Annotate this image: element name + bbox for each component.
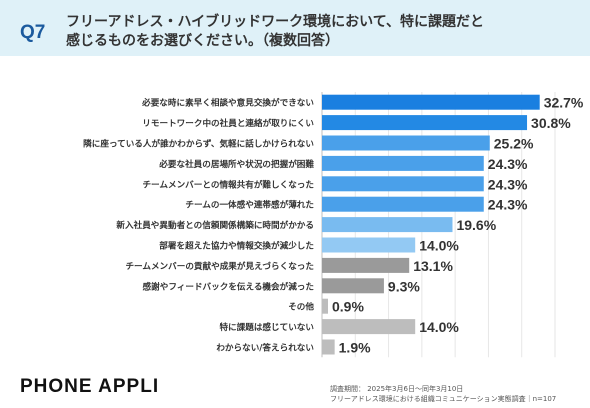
bar xyxy=(322,115,528,131)
question-title: フリーアドレス・ハイブリッドワーク環境において、特に課題だと 感じるものをお選び… xyxy=(66,13,576,51)
data-label: 25.2% xyxy=(494,136,534,152)
bar-chart: 必要な時に素早く相談や意見交換ができない 32.7% リモートワーク中の社員と連絡が… xyxy=(83,92,584,358)
bar xyxy=(322,217,453,233)
category-label: 必要な社員の居場所や状況の把握が困難 xyxy=(158,158,314,170)
data-label: 14.0% xyxy=(419,319,459,335)
category-label: 感謝やフィードバックを伝える機会が減った xyxy=(143,280,314,292)
data-label: 32.7% xyxy=(544,95,584,111)
data-label: 1.9% xyxy=(339,340,371,356)
question-title-line-2: 感じるものをお選びください。（複数回答） xyxy=(66,33,339,49)
category-label: リモートワーク中の社員と連絡が取りにくい xyxy=(142,117,314,129)
category-label: チームメンバーとの情報共有が難しくなった xyxy=(142,178,314,190)
question-title-line-1: フリーアドレス・ハイブリッドワーク環境において、特に課題だと xyxy=(66,14,485,30)
survey-period-note: 調査期間： 2025年3月6日～同年3月10日 xyxy=(330,385,464,393)
bar xyxy=(322,176,484,192)
bar xyxy=(322,135,490,151)
category-label: 必要な時に素早く相談や意見交換ができない xyxy=(141,97,314,109)
question-number: Q7 xyxy=(20,22,46,43)
bar xyxy=(322,278,384,294)
bar xyxy=(322,339,335,355)
bar xyxy=(322,155,484,171)
category-label: チームの一体感や連帯感が薄れた xyxy=(185,199,314,211)
data-label: 19.6% xyxy=(456,217,496,233)
bar xyxy=(322,319,416,335)
bar xyxy=(322,196,484,212)
category-label: 部署を超えた協力や情報交換が減少した xyxy=(159,240,314,252)
data-label: 0.9% xyxy=(332,299,364,315)
data-label: 13.1% xyxy=(413,258,453,274)
category-label: わからない/答えられない xyxy=(216,342,314,354)
data-label: 24.3% xyxy=(488,197,528,213)
category-label: 隣に座っている人が誰かわからず、気軽に話しかけられない xyxy=(83,138,314,150)
category-label: 特に課題は感じていない xyxy=(219,321,314,333)
data-label: 24.3% xyxy=(488,156,528,172)
category-label: 新入社員や異動者との信頼関係構築に時間がかかる xyxy=(116,219,314,231)
data-label: 9.3% xyxy=(388,278,420,294)
data-label: 24.3% xyxy=(488,176,528,192)
question-header: Q7 フリーアドレス・ハイブリッドワーク環境において、特に課題だと 感じるものを… xyxy=(0,0,590,56)
brand-logo-text: PHONE APPLI xyxy=(20,376,160,397)
category-label: チームメンバーの貢献や成果が見えづらくなった xyxy=(125,260,314,272)
bar xyxy=(322,94,540,110)
data-label: 14.0% xyxy=(419,238,459,254)
data-label: 30.8% xyxy=(531,115,571,131)
bar xyxy=(322,257,410,273)
bar xyxy=(322,298,328,314)
bar xyxy=(322,237,416,253)
category-label: その他 xyxy=(288,301,314,313)
survey-title-note: フリーアドレス環境における組織コミュニケーション実態調査｜n=107 xyxy=(330,395,557,403)
